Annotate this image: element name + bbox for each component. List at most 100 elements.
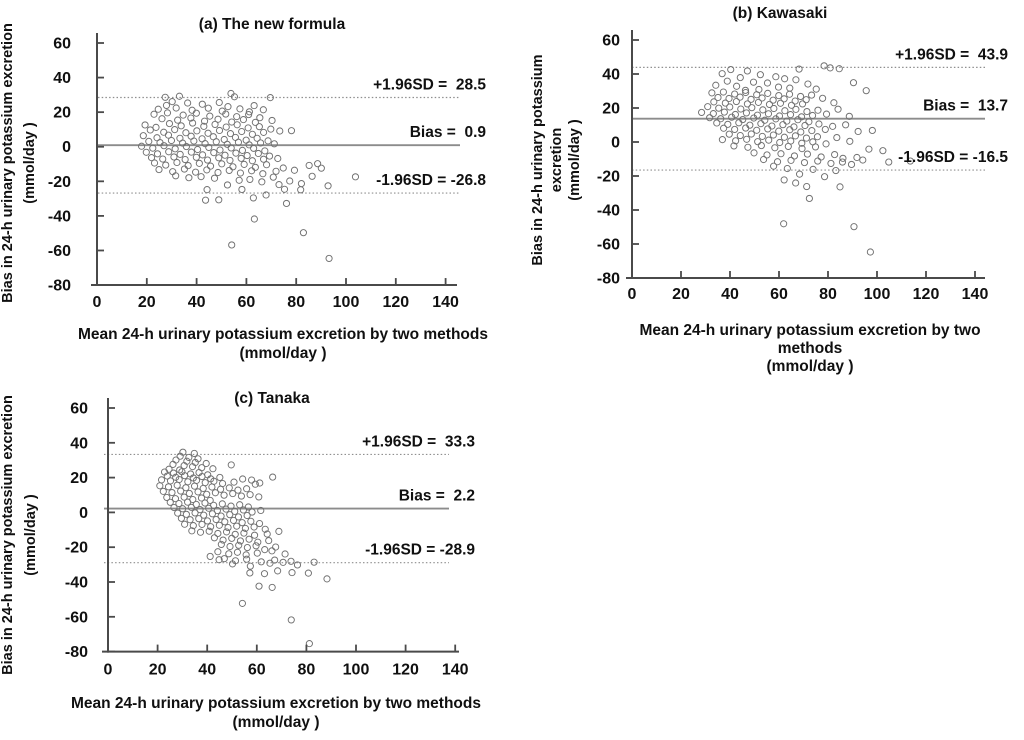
data-point (290, 166, 299, 174)
data-point (783, 117, 791, 125)
data-point (203, 186, 211, 194)
y-axis-label: Bias in 24-h urinary potassium (530, 54, 546, 265)
y-axis-label: (mmol/day ) (22, 122, 38, 204)
data-point (772, 115, 780, 123)
x-tick-label: 60 (248, 662, 266, 679)
data-point (225, 166, 233, 175)
data-point (820, 62, 828, 70)
x-tick-label: 0 (93, 294, 102, 311)
x-axis-label: methods (778, 340, 843, 357)
data-point (747, 130, 755, 138)
data-point (833, 134, 841, 142)
y-tick-label: 20 (602, 101, 620, 118)
y-tick-label: -20 (597, 169, 620, 186)
data-point (217, 512, 225, 520)
data-point (781, 75, 789, 83)
data-point (139, 132, 147, 140)
data-point (201, 196, 210, 204)
data-point (234, 138, 243, 146)
x-tick-label: 20 (672, 286, 690, 303)
data-point (255, 493, 263, 501)
data-point (764, 89, 772, 97)
data-point (158, 115, 166, 123)
data-point (835, 65, 843, 73)
data-point (189, 119, 197, 127)
data-point (764, 125, 772, 133)
data-point (723, 77, 731, 85)
data-point (237, 492, 245, 500)
data-point (879, 147, 887, 155)
data-point (248, 167, 256, 175)
data-point (257, 506, 265, 515)
data-point (197, 494, 206, 502)
data-point (819, 94, 827, 102)
data-point (250, 102, 258, 110)
data-point (756, 71, 764, 79)
data-point (257, 139, 265, 147)
data-point (797, 128, 805, 136)
data-point (173, 481, 181, 489)
y-tick-label: -60 (597, 237, 620, 254)
x-axis-label: Mean 24-h urinary potassium excretion by… (78, 326, 488, 343)
data-point (211, 489, 219, 497)
x-tick-label: 0 (628, 286, 637, 303)
data-point (731, 125, 739, 133)
data-point (802, 96, 810, 104)
data-point (204, 104, 212, 112)
data-point (849, 79, 858, 87)
x-tick-label: 120 (392, 662, 419, 679)
data-point (317, 164, 325, 172)
data-point (845, 112, 853, 120)
data-point (248, 157, 256, 165)
data-point (798, 145, 806, 153)
data-point (203, 490, 211, 498)
x-tick-label: 60 (238, 294, 256, 311)
data-point (243, 543, 251, 552)
data-point (180, 493, 188, 501)
data-point (265, 152, 274, 160)
data-point (815, 120, 823, 128)
data-point (231, 530, 239, 538)
data-point (763, 151, 771, 159)
data-point (847, 160, 856, 169)
data-point (142, 148, 150, 156)
data-point (735, 119, 743, 127)
y-tick-label: 40 (53, 70, 71, 87)
data-point (743, 135, 751, 143)
data-point (261, 525, 269, 533)
data-point (233, 522, 241, 530)
data-point (836, 183, 844, 191)
data-point (261, 546, 269, 554)
y-axis-label: excretion (549, 128, 565, 192)
data-point (214, 548, 222, 556)
data-point (201, 499, 209, 507)
data-point (254, 538, 262, 546)
data-point (720, 108, 728, 116)
data-point (177, 487, 185, 495)
data-point (237, 154, 245, 162)
data-point (737, 105, 745, 113)
data-point (268, 116, 276, 125)
data-point (725, 94, 733, 103)
data-point (759, 155, 768, 164)
data-point (206, 162, 215, 170)
data-point (811, 143, 820, 151)
x-tick-label: 140 (442, 662, 469, 679)
data-point (149, 144, 157, 152)
data-point (769, 131, 777, 139)
data-point (270, 140, 278, 148)
data-point (153, 150, 162, 158)
data-point (171, 495, 180, 503)
bland-altman-panel-b: 0 20 40 60 80 100 120 140 60 40 20 0 -20 -40 -60 -80 +1.… (530, 5, 1008, 375)
data-point (174, 509, 182, 517)
data-point (177, 514, 185, 522)
data-point (215, 521, 223, 529)
y-tick-label: -20 (48, 174, 71, 191)
data-point (226, 156, 234, 164)
data-point (274, 154, 282, 163)
data-point (218, 500, 226, 508)
data-point (229, 163, 237, 171)
data-point (180, 165, 188, 173)
data-point (175, 499, 183, 508)
data-point (226, 511, 234, 519)
